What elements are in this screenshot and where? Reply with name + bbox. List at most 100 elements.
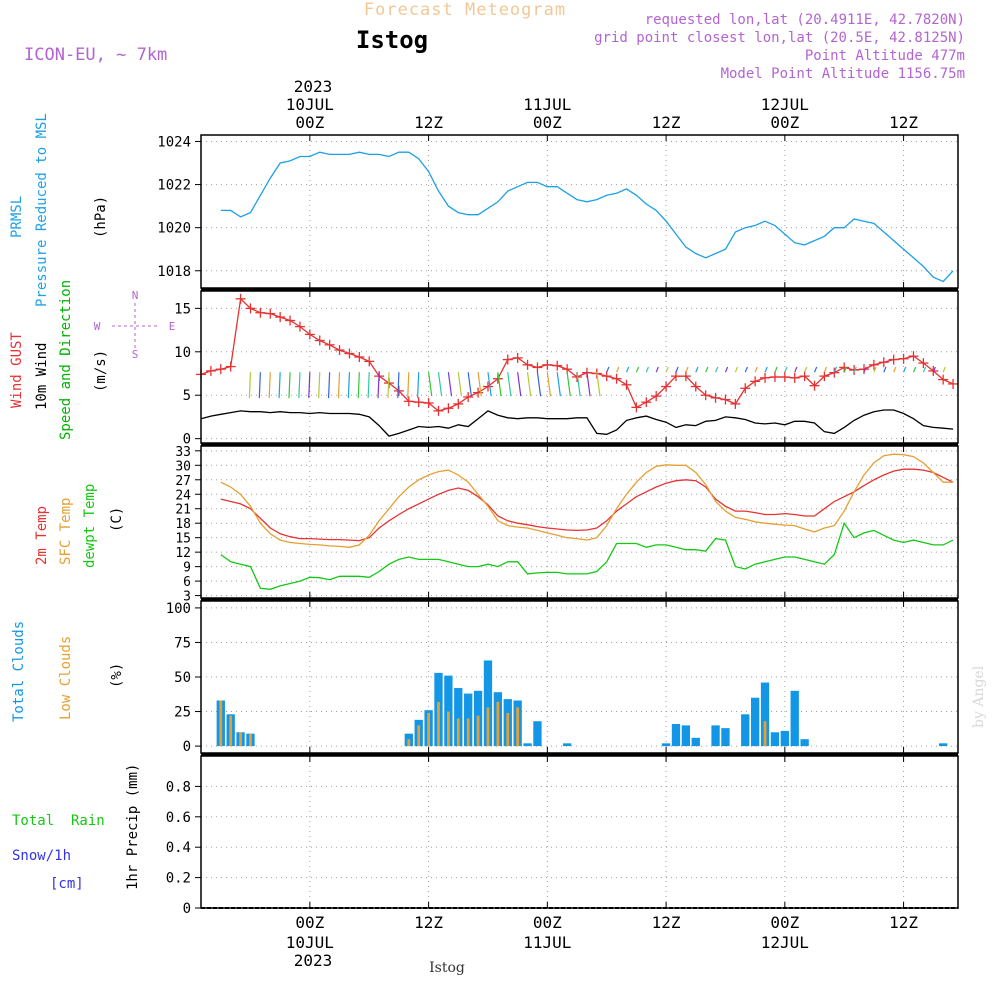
- wind-arrow: [248, 372, 252, 399]
- gust-marker: [898, 353, 909, 364]
- total-cloud-bar: [711, 725, 720, 747]
- bottom-hour-label: 00Z: [533, 913, 562, 932]
- gust-marker: [621, 379, 632, 390]
- wind-arrows: [248, 366, 946, 399]
- requested-coords: requested lon,lat (20.4911E, 42.7820N): [645, 12, 965, 28]
- gust-marker: [849, 365, 860, 376]
- pressure-msl-label: Pressure Reduced to MSL: [34, 113, 50, 307]
- gust-marker: [235, 293, 246, 304]
- credit-watermark: by Angel: [971, 665, 987, 728]
- total-cloud-bar: [691, 737, 700, 747]
- wind-arrow: [507, 372, 512, 397]
- gust-marker: [344, 348, 355, 359]
- y-tick-label: 1018: [157, 264, 191, 280]
- gust-marker: [809, 380, 820, 391]
- prmsl-label: PRMSL: [9, 196, 25, 238]
- total-cloud-bar: [790, 690, 799, 747]
- temp-2m-label: 2m Temp: [34, 506, 50, 565]
- top-hour-label: 12Z: [652, 113, 681, 132]
- bottom-hour-label: 12Z: [414, 913, 443, 932]
- gust-marker: [275, 312, 286, 323]
- gust-marker: [532, 362, 543, 373]
- low-cloud-bar: [249, 733, 252, 747]
- low-cloud-bar: [417, 725, 421, 747]
- wind-arrow: [387, 372, 390, 399]
- cloud-labels: Total Clouds Low Clouds (%): [11, 621, 125, 722]
- wind-arrow: [912, 366, 917, 373]
- y-tick-label: 15: [175, 532, 191, 547]
- gust-marker: [631, 402, 642, 413]
- top-hour-label: 12Z: [414, 113, 443, 132]
- compass-east: E: [169, 320, 176, 333]
- wind-arrow: [437, 372, 443, 397]
- gust-marker: [888, 354, 899, 365]
- gust-marker: [413, 397, 424, 408]
- wind-arrow: [794, 366, 798, 373]
- gust-marker: [789, 372, 800, 383]
- panel-precip: 0 0.2 0.4 0.6 0.8: [166, 755, 959, 917]
- gust-marker: [868, 359, 879, 370]
- wind-arrow: [417, 372, 420, 399]
- wind-arrow: [447, 372, 453, 397]
- series-line-10m-wind: [200, 409, 954, 437]
- low-cloud-bar: [486, 707, 490, 747]
- gust-marker: [502, 354, 513, 365]
- y-tick-label: 33: [175, 445, 191, 460]
- low-cloud-bar: [447, 711, 450, 747]
- temp-unit: (C): [109, 507, 125, 532]
- rain-label: Total Rain: [12, 813, 105, 829]
- wind-arrow: [546, 372, 552, 397]
- total-cloud-bar: [750, 697, 760, 747]
- wind-arrow: [397, 372, 400, 399]
- gust-marker: [819, 371, 830, 382]
- gust-marker: [948, 378, 959, 389]
- wind-arrow: [477, 372, 482, 397]
- plot-layer: 1018102010221024051015369121518212427303…: [157, 134, 959, 917]
- gust-marker: [314, 335, 325, 346]
- wind-arrow: [497, 372, 502, 397]
- total-cloud-bar: [454, 688, 463, 747]
- gust-marker: [720, 394, 731, 405]
- bottom-hour-label: 12Z: [652, 913, 681, 932]
- wind-arrow: [258, 372, 261, 399]
- wind-arrow: [625, 366, 630, 373]
- y-tick-label: 6: [183, 575, 191, 590]
- wind-arrow: [556, 372, 561, 397]
- wind-arrow: [774, 366, 778, 373]
- y-tick-label: 10: [174, 345, 191, 361]
- total-cloud-bar: [444, 675, 453, 747]
- wind-arrow: [298, 372, 301, 399]
- wind-arrow: [665, 366, 669, 373]
- gust-marker: [482, 381, 493, 392]
- top-date-label: 10JUL: [286, 95, 334, 114]
- chart-title: Forecast Meteogram: [364, 0, 566, 20]
- gust-marker: [858, 364, 869, 375]
- low-cloud-bar: [239, 732, 242, 747]
- wind-arrow: [744, 366, 748, 373]
- gust-marker: [403, 396, 414, 407]
- compass-west: W: [94, 320, 101, 333]
- low-cloud-bar: [427, 712, 430, 747]
- gust-marker: [680, 371, 691, 382]
- y-tick-label: 18: [175, 517, 191, 532]
- gust-marker: [769, 371, 780, 382]
- low-cloud-bar: [219, 700, 223, 747]
- gust-marker: [710, 392, 721, 403]
- total-cloud-bar: [533, 721, 542, 747]
- gust-marker: [225, 361, 236, 372]
- gust-marker: [918, 358, 929, 369]
- low-cloud-bar: [407, 739, 411, 747]
- top-date-label: 12JUL: [761, 95, 809, 114]
- gust-marker: [651, 391, 662, 402]
- series-line-dewpt-temp: [220, 521, 954, 590]
- gust-marker: [285, 315, 296, 326]
- gust-marker: [908, 351, 919, 362]
- wind-arrow: [645, 366, 650, 373]
- bottom-date-label: 12JUL: [761, 933, 809, 952]
- wind-arrow: [596, 372, 601, 397]
- gridpoint-coords: grid point closest lon,lat (20.5E, 42.81…: [594, 30, 965, 46]
- total-cloud-bar: [800, 739, 809, 747]
- wind-arrow: [734, 366, 739, 373]
- wind-arrow: [853, 366, 857, 373]
- top-date-label: 11JUL: [523, 95, 571, 114]
